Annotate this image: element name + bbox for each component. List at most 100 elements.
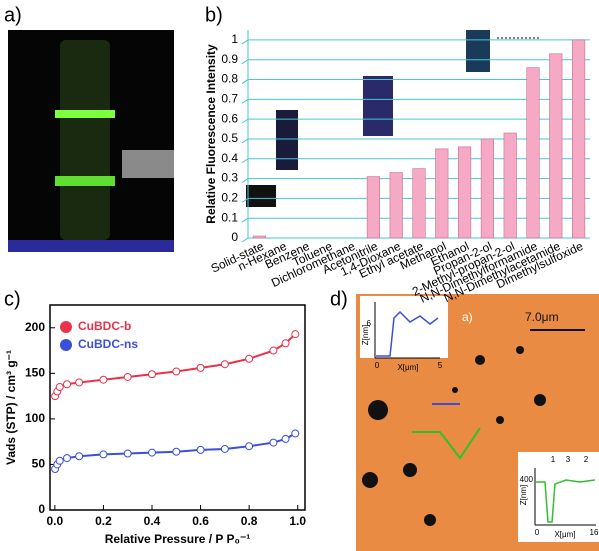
inset-tick: 6 <box>367 319 372 328</box>
point <box>75 452 84 461</box>
inset-marker: 3 <box>566 455 571 464</box>
point <box>220 444 229 453</box>
grid-line <box>241 178 249 183</box>
grid-line <box>241 59 249 65</box>
panel-label: c) <box>4 288 21 310</box>
bar <box>412 168 426 239</box>
inset-tick: 5 <box>438 361 443 370</box>
x-axis-label: Relative Pressure / P P₀⁻¹ <box>105 532 251 546</box>
point <box>123 372 132 381</box>
legend-label: CuBDC-b <box>78 319 131 333</box>
inset-marker: 2 <box>584 455 589 464</box>
x-tick-label: 0.0 <box>47 514 64 528</box>
y-tick-label: 200 <box>25 320 45 334</box>
inset-ylabel: Z[nm] <box>361 325 370 345</box>
bar <box>252 235 266 239</box>
bar <box>366 176 380 239</box>
vial-photo <box>363 76 393 136</box>
y-tick-label: 100 <box>25 411 45 425</box>
point <box>148 448 156 457</box>
point <box>99 375 108 384</box>
y-tick-label: 0.3 <box>221 171 238 185</box>
y-tick-label: 0 <box>231 230 238 244</box>
inset-ylabel: Z[nm] <box>519 485 528 505</box>
point <box>63 380 71 389</box>
x-tick-label: 1.0 <box>289 514 306 528</box>
y-tick-label: 0.8 <box>221 72 238 86</box>
y-axis-label: Vads (STP) / cm³ g⁻¹ <box>4 350 18 465</box>
y-tick-label: 1 <box>231 32 238 46</box>
vial <box>60 40 110 240</box>
point <box>123 449 132 458</box>
point <box>75 378 84 387</box>
inset-marker: 1 <box>551 455 556 464</box>
y-tick-label: 150 <box>25 366 45 380</box>
y-axis-label: Relative Fluorescence Intensity <box>204 44 218 224</box>
grid-line <box>241 237 249 243</box>
grid-line <box>241 79 249 84</box>
point <box>55 383 64 391</box>
point <box>55 456 64 465</box>
point <box>220 360 229 369</box>
x-tick-label: 0.8 <box>241 514 258 528</box>
y-tick-label: 0.7 <box>221 92 238 106</box>
bottle <box>122 150 174 178</box>
grid-line <box>241 39 249 45</box>
point <box>172 447 181 456</box>
glow <box>55 176 115 186</box>
panel-label: b) <box>205 4 223 26</box>
y-tick-label: 0 <box>38 502 45 516</box>
y-tick-label: 0.1 <box>221 210 238 224</box>
inset-xlabel: X[μm] <box>397 363 418 372</box>
sub-label: a) <box>462 310 473 324</box>
inset <box>360 296 448 358</box>
bar <box>435 148 449 239</box>
point <box>245 442 254 451</box>
bar <box>458 146 472 239</box>
point <box>245 354 254 363</box>
bar <box>503 132 517 239</box>
grid-line <box>241 197 249 203</box>
grid-line <box>241 158 249 164</box>
inset-xlabel: X[μm] <box>554 530 575 539</box>
holes <box>362 346 546 526</box>
legend-label: CuBDC-ns <box>78 337 138 351</box>
point <box>269 438 278 447</box>
glow <box>55 110 115 118</box>
panel-label: a) <box>4 4 22 26</box>
point <box>291 429 300 438</box>
y-tick-label: 0.2 <box>221 191 238 205</box>
base <box>8 240 174 252</box>
panel-label: d) <box>330 288 348 310</box>
grid-line <box>241 217 249 223</box>
x-tick-label: 0.2 <box>95 514 112 528</box>
bar <box>526 67 540 239</box>
grid-line <box>241 98 249 104</box>
point <box>172 367 181 376</box>
inset-tick: 0 <box>535 528 540 537</box>
vial-photo <box>276 110 298 170</box>
y-tick-label: 0.4 <box>221 151 238 165</box>
bar <box>572 39 586 239</box>
legend-marker <box>60 339 72 351</box>
point <box>148 370 156 379</box>
point <box>99 450 108 459</box>
y-tick-label: 0.6 <box>221 111 238 125</box>
point <box>196 445 205 454</box>
y-tick-label: 50 <box>32 457 46 471</box>
inset-tick: 400 <box>520 475 534 484</box>
point <box>281 339 290 348</box>
x-tick-label: 0.4 <box>144 514 161 528</box>
point <box>269 346 278 355</box>
inset <box>518 452 599 542</box>
y-tick-label: 0.5 <box>221 131 238 145</box>
legend-marker <box>60 321 72 333</box>
point <box>63 454 71 463</box>
point <box>291 330 300 339</box>
vial-photo <box>466 30 490 72</box>
point <box>281 434 290 443</box>
bar <box>549 53 563 239</box>
inset-tick: 16 <box>590 528 599 537</box>
point <box>196 363 205 372</box>
